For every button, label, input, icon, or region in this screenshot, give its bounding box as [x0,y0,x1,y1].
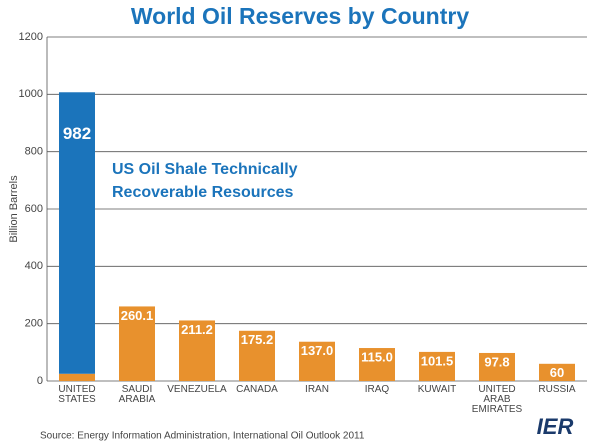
bar-segment [419,351,455,381]
x-tick-label: VENEZUELA [167,384,227,395]
x-tick-label: UNITED ARAB EMIRATES [472,384,523,415]
value-label: 982 [63,124,91,143]
y-tick-label: 200 [25,318,43,330]
value-label: 101.5 [421,353,454,368]
bar-segment [539,363,575,381]
y-tick-label: 400 [25,260,43,272]
value-label: 97.8 [484,354,509,369]
y-tick-label: 800 [25,146,43,158]
x-tick-label: IRAN [305,384,329,395]
bar-segment [59,373,95,381]
value-label: 260.1 [121,308,154,323]
bar-segment [299,341,335,381]
value-label: 175.2 [241,332,274,347]
y-tick-label: 1200 [19,31,43,43]
y-tick-label: 1000 [19,88,43,100]
x-tick-label: CANADA [236,384,278,395]
x-tick-label: IRAQ [365,384,390,395]
chart-title: World Oil Reserves by Country [131,3,469,29]
x-tick-label: SAUDI ARABIA [119,384,156,405]
value-label: 211.2 [181,322,213,337]
value-label: 137.0 [301,343,334,358]
bar-segment [119,306,155,381]
bar-segment [479,352,515,381]
y-tick-label: 600 [25,203,43,215]
bar-segment [239,330,275,381]
logo: IER [537,414,574,439]
x-tick-label: RUSSIA [538,384,576,395]
x-tick-label: KUWAIT [418,384,457,395]
source-note: Source: Energy Information Administratio… [40,431,365,442]
bar-segment [179,320,215,381]
y-axis-label: Billion Barrels [8,175,20,243]
bar-segment [59,92,95,374]
value-label: 60 [550,365,564,380]
y-tick-label: 0 [37,375,43,387]
annotation: US Oil Shale Technically [112,161,298,178]
bar-segment [359,348,395,381]
x-tick-label: UNITED STATES [58,384,96,405]
value-label: 115.0 [361,349,393,364]
annotation: Recoverable Resources [112,184,294,201]
